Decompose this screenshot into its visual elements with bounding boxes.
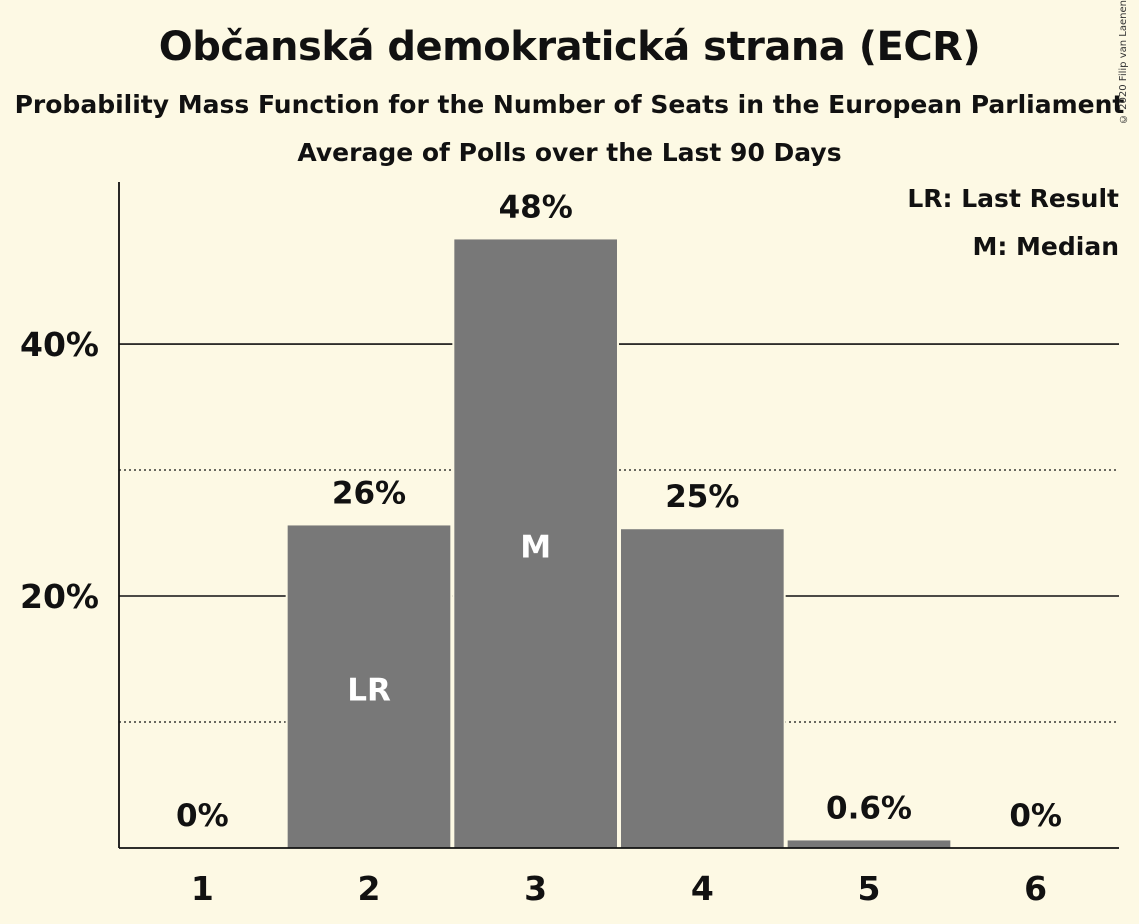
bar-value-label: 26% [332,475,406,511]
bar-marker-label: LR [347,673,391,709]
bar [787,840,951,848]
x-tick-label: 6 [1024,869,1047,908]
legend-median: M: Median [972,232,1119,261]
legend-last-result: LR: Last Result [907,184,1119,213]
x-tick-label: 1 [191,869,214,908]
chart-title: Občanská demokratická strana (ECR) [158,24,981,70]
bar-value-label: 25% [665,479,739,515]
chart-subtitle: Probability Mass Function for the Number… [14,90,1125,119]
x-tick-label: 5 [858,869,881,908]
bar-marker-label: M [520,530,551,566]
chart-subtitle-secondary: Average of Polls over the Last 90 Days [297,138,842,167]
x-tick-label: 4 [691,869,714,908]
bar [621,529,784,848]
bar [287,525,451,848]
x-tick-label: 3 [524,869,547,908]
x-tick-label: 2 [358,869,381,908]
bar-value-label: 48% [499,189,573,225]
bar-value-label: 0% [1009,798,1062,834]
bar-value-label: 0% [176,798,229,834]
bar-value-label: 0.6% [826,790,912,826]
y-tick-label: 20% [20,577,99,616]
y-tick-label: 40% [20,325,99,364]
bar [454,239,617,848]
